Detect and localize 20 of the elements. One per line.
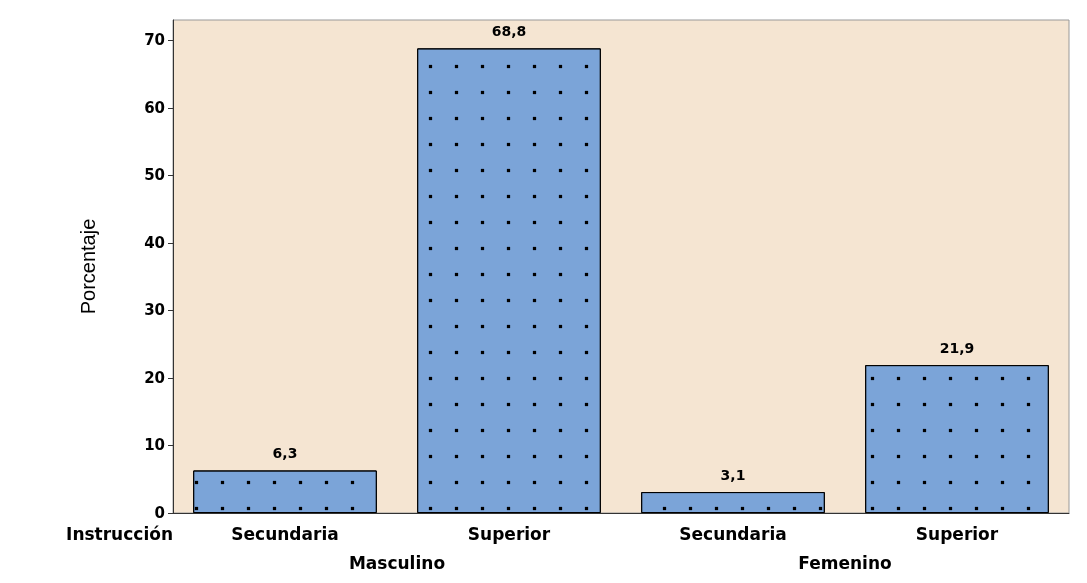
y-tick-label: 10: [144, 436, 165, 455]
data-label: 21,9: [939, 340, 975, 357]
y-tick-label: 30: [144, 301, 165, 320]
y-tick-label: 60: [144, 98, 165, 117]
y-tick-label: 70: [144, 31, 165, 50]
x-tick-label: Superior: [915, 523, 999, 544]
x-tick-label: Secundaria: [231, 523, 339, 544]
y-tick-label: 50: [144, 166, 165, 185]
data-label: 68,8: [491, 23, 527, 40]
text: Masculino: [348, 552, 446, 573]
text: Femenino: [798, 552, 892, 573]
x-axis-title: Instrucción: [66, 523, 173, 544]
x-tick-label: Superior: [467, 523, 551, 544]
y-axis-title: Porcentaje: [77, 218, 99, 315]
data-label: 6,3: [272, 445, 298, 462]
x-tick-label: Secundaria: [679, 523, 787, 544]
y-tick-label: 0: [154, 504, 165, 522]
y-tick-label: 20: [144, 368, 165, 387]
data-label: 3,1: [720, 467, 746, 484]
y-tick-label: 40: [144, 233, 165, 252]
